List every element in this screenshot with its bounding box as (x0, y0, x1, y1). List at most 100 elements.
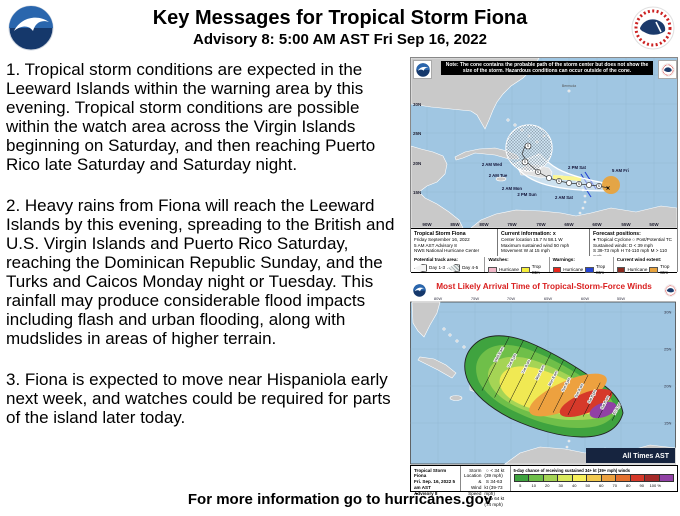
key-message-1: 1. Tropical storm conditions are expecte… (6, 60, 376, 174)
max-wind: Maximum sustained wind 50 mph (501, 242, 570, 248)
svg-text:2 PM Sun: 2 PM Sun (517, 192, 537, 197)
svg-text:55W: 55W (621, 222, 631, 227)
arrival-lon-labels: 80W 75W 70W 65W 60W 55W (434, 296, 625, 301)
svg-text:15N: 15N (664, 421, 671, 426)
lat-labels: 30N 25N 20N 15N (413, 102, 421, 195)
arrival-map-title: Most Likely Arrival Time of Tropical-Sto… (436, 282, 652, 291)
bermuda-label: Bermuda (562, 84, 576, 88)
arrival-lat-labels: 30N 25N 20N 15N (664, 310, 671, 426)
storm-advisory: 5 AM AST Advisory 8 (414, 242, 457, 248)
svg-text:Tue 8 am: Tue 8 am (521, 359, 531, 374)
storm-agency: NWS National Hurricane Center (414, 248, 480, 254)
wind-tropstm-swatch (649, 266, 659, 274)
svg-text:2 AM Sat: 2 AM Sat (555, 195, 574, 200)
svg-text:80W: 80W (434, 296, 442, 301)
svg-text:S: S (524, 160, 526, 164)
cone-map-canvas: Bermuda S S (411, 58, 677, 228)
storm-date: Friday September 16, 2022 (414, 237, 470, 243)
arrival-time-map: Most Likely Arrival Time of Tropical-Sto… (410, 282, 679, 507)
svg-text:65W: 65W (564, 222, 574, 227)
center-location: Center location 15.7 N 58.1 W (501, 237, 563, 243)
svg-text:Sat 8 pm: Sat 8 pm (587, 389, 597, 404)
movement: Movement W at 15 mph (501, 248, 550, 254)
svg-text:75W: 75W (507, 222, 517, 227)
svg-text:90W: 90W (422, 222, 432, 227)
legend-watches: Watches: Hurricane Trop Stm (484, 257, 548, 275)
wind-hurricane-swatch (616, 266, 626, 274)
scale-colorbar (513, 474, 674, 483)
svg-text:80W: 80W (479, 222, 489, 227)
svg-text:20N: 20N (413, 161, 421, 166)
cone-disclaimer-note: Note: The cone contains the probable pat… (441, 61, 653, 75)
svg-text:70W: 70W (507, 296, 515, 301)
track-time-labels: 5 AM Fri 2 PM Sat 2 AM Sat 2 PM Sun 2 AM… (482, 162, 629, 200)
page-title: Key Messages for Tropical Storm Fiona (152, 7, 528, 29)
svg-text:75W: 75W (471, 296, 479, 301)
probability-scale: 5-day chance of receiving sustained 34+ … (509, 466, 678, 491)
svg-text:85W: 85W (450, 222, 460, 227)
legend-wind-extent: Current wind extent: Hurricane Trop Stm (612, 257, 677, 275)
svg-text:S: S (527, 144, 529, 148)
arrival-storm-id: Tropical Storm Fiona Fri. Sep. 16, 2022 … (414, 467, 456, 496)
storm-name: Tropical Storm Fiona (414, 230, 466, 237)
key-messages: 1. Tropical storm conditions are expecte… (6, 60, 406, 449)
warning-tropstm-swatch (585, 266, 594, 274)
svg-text:60W: 60W (592, 222, 602, 227)
legend-track-area: Potential track area: Day 1-3 Day 4-5 (414, 257, 479, 272)
forecast-track-points (521, 142, 602, 189)
svg-text:30N: 30N (413, 102, 421, 107)
svg-text:Tue 8 pm: Tue 8 pm (507, 353, 517, 368)
storm-location-legend: Storm Location & Wind Speed ○ < 34 kt (39… (460, 466, 509, 507)
current-position-marker: × (606, 186, 610, 193)
storm-id-block: Tropical Storm Fiona Friday September 16… (411, 229, 497, 257)
svg-text:Sun 8 pm: Sun 8 pm (561, 377, 572, 393)
current-info-block: Current information: x Center location 1… (497, 229, 589, 257)
cone-legend: Potential track area: Day 1-3 Day 4-5 Wa… (411, 256, 677, 275)
nws-logo-small-2 (662, 282, 679, 299)
svg-text:25N: 25N (413, 131, 421, 136)
arrival-info-bar: Tropical Storm Fiona Fri. Sep. 16, 2022 … (410, 465, 678, 507)
nws-logo (631, 6, 675, 50)
svg-text:60W: 60W (581, 296, 589, 301)
svg-text:S: S (558, 179, 560, 183)
nws-logo-small (658, 60, 677, 79)
current-wind-extent (602, 176, 620, 194)
svg-text:Sun 8 am: Sun 8 am (574, 383, 585, 399)
lt34kt-icon: ○ (486, 467, 489, 473)
sustained-winds: Sustained winds: D < 39 mph (593, 242, 653, 248)
arrival-swath (464, 335, 624, 438)
svg-text:70W: 70W (536, 222, 546, 227)
watch-tropstm-swatch (521, 266, 530, 274)
scale-ticks: 5 10 20 30 40 50 60 70 80 90 100 % (519, 482, 661, 488)
svg-text:S: S (578, 182, 580, 186)
svg-text:30N: 30N (664, 310, 671, 315)
forecast-cone-map: Bermuda S S (410, 57, 678, 275)
cone-info-panel: Tropical Storm Fiona Friday September 16… (411, 228, 677, 259)
track-point-letters: S S S S S S (524, 144, 600, 188)
scale-title: 5-day chance of receiving sustained 34+ … (513, 467, 630, 473)
cone-day45-icon (447, 264, 461, 272)
key-message-2: 2. Heavy rains from Fiona will reach the… (6, 196, 395, 348)
svg-text:25N: 25N (664, 347, 671, 352)
forecast-symbols: ● Tropical Cyclone ○ Post/Potential TC (593, 237, 672, 243)
watch-hurricane-swatch (488, 266, 498, 274)
svg-text:S: S (537, 170, 539, 174)
current-info-title: Current information: x (501, 230, 556, 237)
svg-text:20N: 20N (664, 384, 671, 389)
ts-symbol-icon: S (485, 479, 489, 485)
cone-day13-icon (414, 264, 427, 272)
all-times-label: All Times AST (622, 453, 669, 460)
svg-text:2 AM Tue: 2 AM Tue (489, 173, 508, 178)
all-times-bar (586, 448, 675, 463)
warning-hurricane-swatch (552, 266, 562, 274)
lon-labels: 90W 85W 80W 75W 70W 65W 60W 55W 50W (422, 222, 659, 227)
svg-text:5 AM Fri: 5 AM Fri (612, 168, 629, 173)
svg-text:50W: 50W (649, 222, 659, 227)
svg-text:S: S (598, 184, 600, 188)
svg-text:Sat 8 am: Sat 8 am (600, 395, 610, 410)
legend-warnings: Warnings: Hurricane Trop Stm (548, 257, 613, 275)
svg-text:2 AM Wed: 2 AM Wed (482, 162, 503, 167)
hurricane-symbol-icon: ● (486, 496, 489, 502)
noaa-logo (8, 5, 54, 51)
